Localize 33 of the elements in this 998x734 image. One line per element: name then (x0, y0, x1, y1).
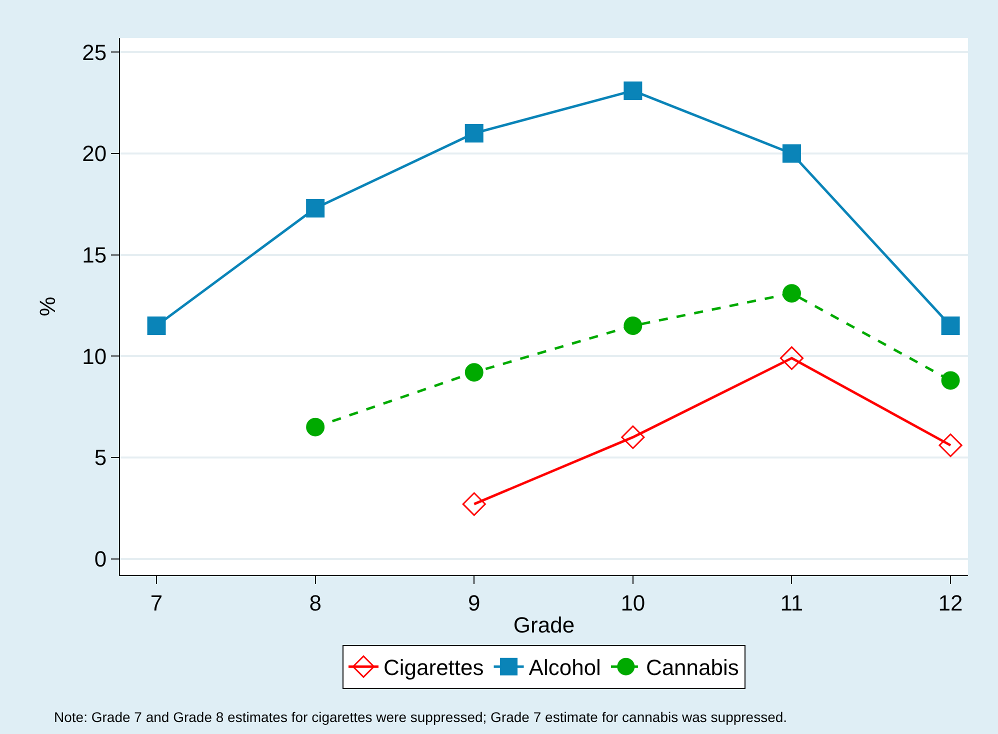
x-tick-label: 10 (620, 590, 646, 616)
x-axis-title: Grade (513, 612, 575, 638)
point (464, 124, 484, 142)
legend-label: Cannabis (646, 655, 739, 680)
legend-label: Alcohol (528, 655, 601, 680)
point (938, 434, 962, 458)
x-tick-label: 11 (780, 590, 804, 616)
point (782, 144, 801, 163)
point (306, 418, 325, 436)
point (462, 492, 486, 516)
x-tick-label: 12 (938, 590, 963, 616)
point (621, 425, 645, 449)
legend-label: Cigarettes (384, 655, 484, 680)
point (147, 316, 166, 335)
y-tick-label: 15 (82, 242, 107, 268)
x-tick-label: 7 (150, 590, 163, 616)
y-axis-title: % (34, 296, 60, 316)
y-tick-label: 25 (82, 40, 107, 65)
y-tick-label: 10 (82, 344, 107, 369)
x-tick-label: 9 (468, 590, 480, 616)
point (306, 198, 325, 218)
text: Note: Grade 7 and Grade 8 estimates for cigarettes were suppressed; Grade 7 estimate for cannabis was suppressed. (54, 709, 788, 725)
point (624, 81, 642, 100)
point (464, 363, 484, 382)
point (782, 284, 801, 303)
point (780, 346, 804, 370)
y-tick-label: 0 (94, 546, 107, 572)
y-tick-label: 5 (94, 445, 107, 470)
point (624, 316, 642, 335)
y-tick-label: 20 (82, 141, 107, 166)
point (941, 316, 960, 335)
x-tick-label: 8 (309, 590, 322, 616)
point (941, 371, 960, 390)
